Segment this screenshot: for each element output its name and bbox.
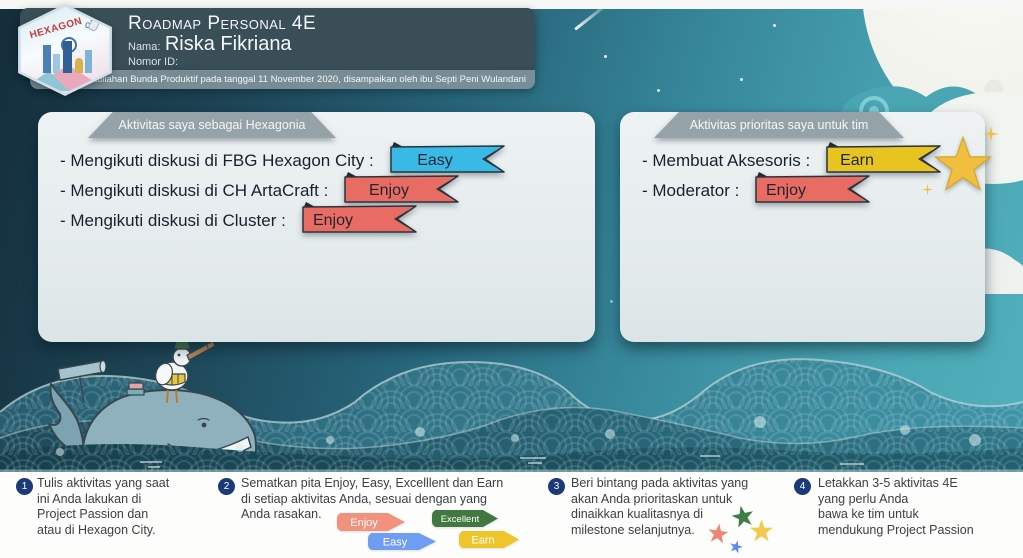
- panel-title: Aktivitas prioritas saya untuk tim: [654, 112, 904, 138]
- id-label: Nomor ID:: [128, 56, 179, 68]
- tag-excellent: Excellent: [432, 510, 498, 527]
- ribbon-earn: Earn: [826, 141, 941, 173]
- star-green-icon: [731, 505, 753, 528]
- activity-row: - Mengikuti diskusi di FBG Hexagon City …: [60, 141, 585, 176]
- panel-priority-team: Aktivitas prioritas saya untuk tim - Mem…: [620, 112, 999, 342]
- svg-text:Enjoy: Enjoy: [350, 517, 378, 529]
- svg-text:Earn: Earn: [471, 535, 494, 547]
- svg-text:Excellent: Excellent: [441, 514, 480, 525]
- sparkle-icon: [922, 184, 933, 195]
- ocean-waves-front: [0, 416, 1023, 472]
- star-blue-icon: [730, 540, 743, 554]
- activity-text: - Mengikuti diskusi di FBG Hexagon City …: [60, 151, 374, 170]
- step-number-badge: 1: [16, 478, 33, 495]
- tag-easy: Easy: [368, 533, 436, 550]
- step-text: Sematkan pita Enjoy, Easy, Excelllent da…: [241, 476, 504, 521]
- logo-building: [75, 58, 83, 73]
- header-subtitle: Materi Perkuliahan Bunda Produktif pada …: [30, 70, 535, 89]
- panel-activities-hexagonia: Aktivitas saya sebagai Hexagonia - Mengi…: [38, 112, 595, 342]
- panel-title: Aktivitas saya sebagai Hexagonia: [88, 112, 336, 138]
- activity-row: - Mengikuti diskusi di CH ArtaCraft : En…: [60, 171, 585, 206]
- activity-row: - Membuat Aksesoris : Earn: [642, 141, 975, 176]
- star-dot: [657, 89, 660, 92]
- activity-text: - Moderator :: [642, 181, 740, 200]
- name-line: Nama: Riska Fikriana: [128, 33, 292, 56]
- activity-text: - Mengikuti diskusi di Cluster :: [60, 211, 286, 230]
- step-number-badge: 2: [218, 478, 235, 495]
- name-label: Nama:: [128, 41, 161, 53]
- activity-row: - Mengikuti diskusi di Cluster : Enjoy: [60, 201, 585, 236]
- tag-enjoy: Enjoy: [337, 513, 405, 531]
- ribbon-enjoy: Enjoy: [302, 201, 417, 233]
- name-value: Riska Fikriana: [164, 33, 292, 55]
- top-border: [0, 0, 1023, 9]
- svg-text:Earn: Earn: [840, 152, 874, 169]
- star-salmon-icon: [708, 523, 729, 544]
- svg-text:Easy: Easy: [383, 537, 408, 549]
- ribbon-enjoy: Enjoy: [755, 171, 871, 203]
- svg-text:Easy: Easy: [417, 152, 453, 169]
- step-text: Beri bintang pada aktivitas yang akan An…: [571, 476, 749, 537]
- star-yellow-icon: [750, 519, 773, 542]
- step-text: Letakkan 3-5 aktivitas 4E yang perlu And…: [818, 476, 974, 537]
- sparkle-icon: [983, 126, 999, 142]
- logo-building: [63, 41, 72, 73]
- activity-row: - Moderator : Enjoy: [642, 171, 975, 206]
- ribbon-easy: Easy: [389, 141, 505, 173]
- hexagon-city-logo: HEXAGON city: [14, 4, 116, 96]
- star-dot: [740, 78, 743, 81]
- tag-earn: Earn: [459, 531, 519, 548]
- svg-text:Enjoy: Enjoy: [313, 212, 353, 229]
- star-dot: [610, 300, 613, 303]
- step-number-badge: 3: [548, 478, 565, 495]
- step-text: Tulis aktivitas yang saat ini Anda lakuk…: [37, 476, 170, 537]
- step-number-badge: 4: [794, 478, 811, 495]
- ribbon-enjoy: Enjoy: [344, 171, 460, 203]
- svg-text:Enjoy: Enjoy: [369, 182, 409, 199]
- activity-text: - Membuat Aksesoris :: [642, 151, 811, 170]
- svg-text:Enjoy: Enjoy: [766, 182, 806, 199]
- logo-building: [53, 54, 60, 73]
- gold-star-icon: [933, 136, 993, 191]
- logo-building: [85, 50, 92, 73]
- star-dot: [773, 24, 776, 27]
- activity-text: - Mengikuti diskusi di CH ArtaCraft :: [60, 181, 329, 200]
- logo-building: [43, 45, 51, 73]
- star-dot: [604, 55, 607, 58]
- slide-title: Roadmap Personal 4E: [128, 13, 317, 34]
